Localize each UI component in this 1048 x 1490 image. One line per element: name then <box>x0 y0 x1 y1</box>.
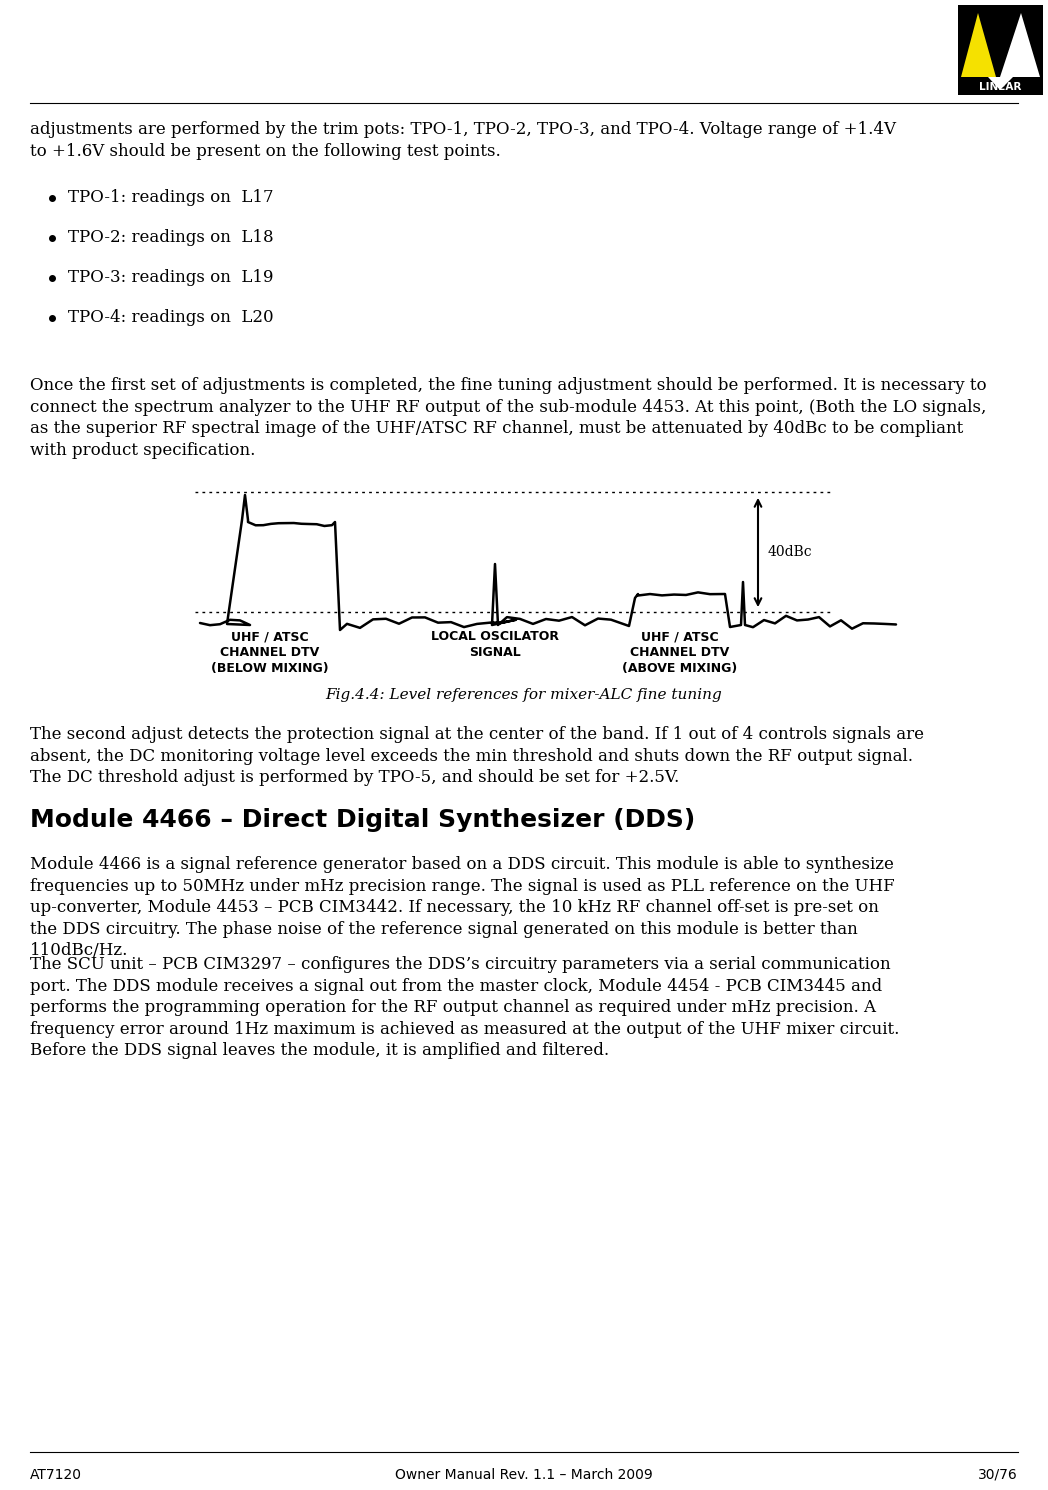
Text: LOCAL OSCILATOR
SIGNAL: LOCAL OSCILATOR SIGNAL <box>431 630 559 659</box>
Polygon shape <box>958 4 1043 95</box>
Text: TPO-3: readings on  L19: TPO-3: readings on L19 <box>68 270 274 286</box>
Text: Once the first set of adjustments is completed, the fine tuning adjustment shoul: Once the first set of adjustments is com… <box>30 377 986 459</box>
Text: adjustments are performed by the trim pots: TPO-1, TPO-2, TPO-3, and TPO-4. Volt: adjustments are performed by the trim po… <box>30 121 896 159</box>
Text: Fig.4.4: Level references for mixer-ALC fine tuning: Fig.4.4: Level references for mixer-ALC … <box>326 688 722 702</box>
Text: Owner Manual Rev. 1.1 – March 2009: Owner Manual Rev. 1.1 – March 2009 <box>395 1468 653 1483</box>
Text: UHF / ATSC
CHANNEL DTV
(ABOVE MIXING): UHF / ATSC CHANNEL DTV (ABOVE MIXING) <box>623 630 738 675</box>
Text: The second adjust detects the protection signal at the center of the band. If 1 : The second adjust detects the protection… <box>30 726 924 787</box>
Polygon shape <box>988 77 1013 89</box>
Text: TPO-4: readings on  L20: TPO-4: readings on L20 <box>68 308 274 326</box>
Text: UHF / ATSC
CHANNEL DTV
(BELOW MIXING): UHF / ATSC CHANNEL DTV (BELOW MIXING) <box>212 630 329 675</box>
Text: AT7120: AT7120 <box>30 1468 82 1483</box>
Text: TPO-2: readings on  L18: TPO-2: readings on L18 <box>68 229 274 246</box>
Text: Module 4466 is a signal reference generator based on a DDS circuit. This module : Module 4466 is a signal reference genera… <box>30 855 895 960</box>
Text: The SCU unit – PCB CIM3297 – configures the DDS’s circuitry parameters via a ser: The SCU unit – PCB CIM3297 – configures … <box>30 957 899 1059</box>
Text: 30/76: 30/76 <box>978 1468 1018 1483</box>
Text: TPO-1: readings on  L17: TPO-1: readings on L17 <box>68 189 274 206</box>
Text: LINEAR: LINEAR <box>979 82 1022 92</box>
Text: Module 4466 – Direct Digital Synthesizer (DDS): Module 4466 – Direct Digital Synthesizer… <box>30 808 695 831</box>
Polygon shape <box>961 13 996 77</box>
Polygon shape <box>1000 13 1040 77</box>
Text: 40dBc: 40dBc <box>768 545 812 560</box>
